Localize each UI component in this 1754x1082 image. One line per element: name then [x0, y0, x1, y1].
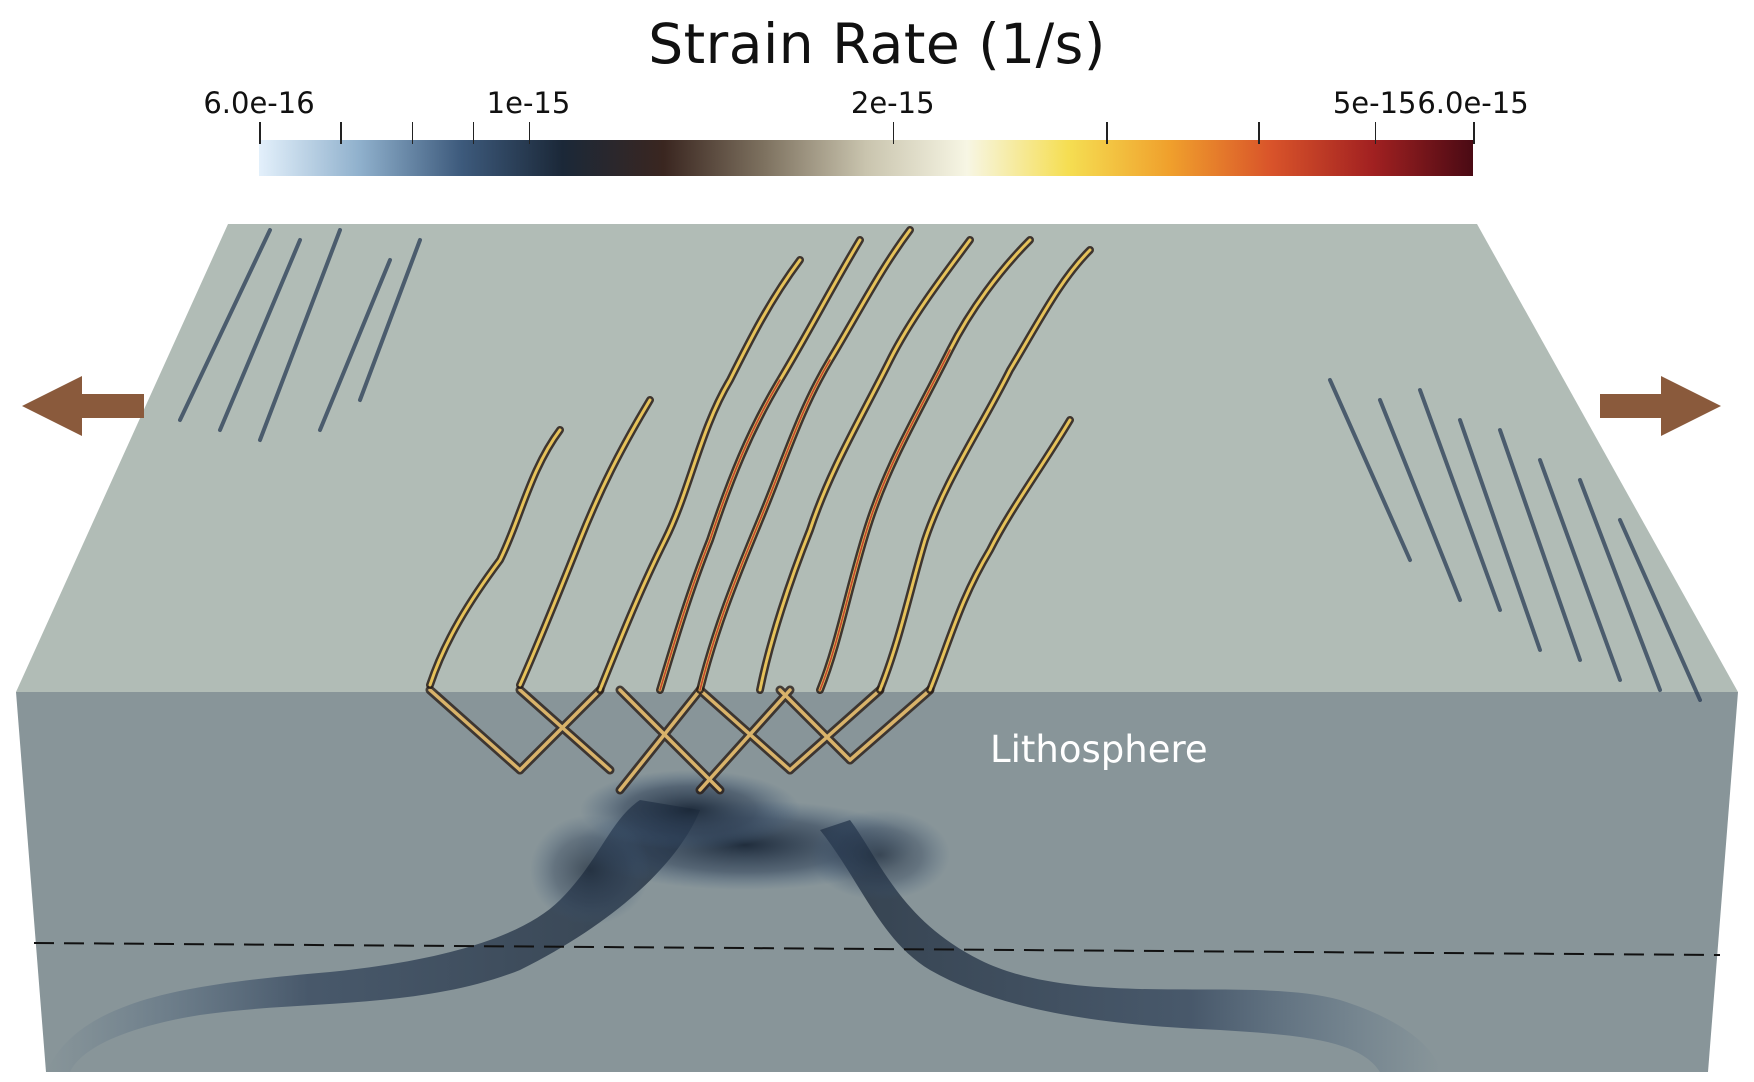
colorbar-tick [1473, 122, 1475, 144]
colorbar-tick [411, 122, 414, 144]
colorbar-tick-label: 1e-15 [486, 86, 571, 120]
colorbar-tick [892, 122, 895, 144]
deep-strain-zones [46, 770, 1440, 1072]
top-face [16, 224, 1738, 692]
colorbar-tick [1106, 122, 1108, 144]
colorbar-tick-label: 2e-15 [850, 86, 935, 120]
colorbar-tick [340, 122, 342, 144]
lithosphere-label: Lithosphere [990, 728, 1208, 771]
edge-streaks [178, 228, 1702, 702]
arrow-right-icon [1600, 376, 1721, 436]
surface-faults [426, 226, 1094, 694]
colorbar-tick-label: 6.0e-16 [203, 86, 315, 120]
colorbar-tick [1374, 122, 1377, 144]
colorbar [259, 122, 1475, 176]
colorbar-gradient [259, 140, 1473, 176]
dashed-depth-line [33, 942, 1721, 956]
colorbar-tick-label: 6.0e-15 [1417, 86, 1529, 120]
colorbar-tick [528, 122, 530, 144]
lithosphere-faults [425, 685, 935, 795]
colorbar-tick [259, 122, 261, 144]
arrow-left-icon [22, 376, 144, 436]
colorbar-tick [472, 122, 475, 144]
colorbar-title: Strain Rate (1/s) [648, 12, 1106, 76]
colorbar-tick [1258, 122, 1260, 144]
colorbar-tick-label: 5e-15 [1332, 86, 1417, 120]
